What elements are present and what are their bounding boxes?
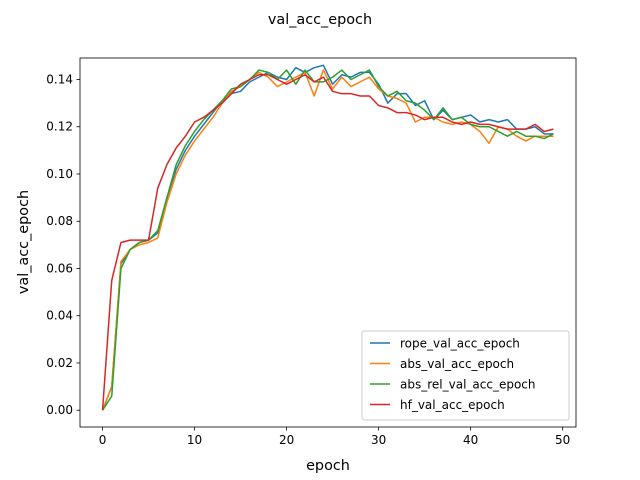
x-tick-label: 30	[371, 433, 386, 447]
series-line-abs_rel_val_acc_epoch	[101, 69, 554, 411]
legend-label: abs_val_acc_epoch	[400, 357, 514, 371]
legend-label: hf_val_acc_epoch	[400, 398, 505, 412]
x-axis-label: epoch	[306, 458, 350, 474]
x-axis-ticks: 0 10 20 30 40 50	[99, 427, 570, 447]
y-tick-label: 0.04	[46, 309, 73, 323]
legend-box	[361, 330, 570, 421]
x-tick-label: 10	[187, 433, 202, 447]
y-tick-label: 0.14	[46, 72, 73, 86]
y-axis-label: val_acc_epoch	[16, 190, 32, 294]
y-tick-label: 0.10	[46, 167, 73, 181]
y-tick-label: 0.02	[46, 356, 73, 370]
legend-label: abs_rel_val_acc_epoch	[400, 378, 536, 392]
legend-label: rope_val_acc_epoch	[400, 337, 520, 351]
series-line-hf_val_acc_epoch	[101, 74, 554, 411]
chart-title: val_acc_epoch	[268, 12, 372, 28]
series-line-rope_val_acc_epoch	[101, 64, 554, 411]
legend: rope_val_acc_epoch abs_val_acc_epoch abs_r…	[361, 330, 570, 421]
x-tick-label: 40	[463, 433, 478, 447]
series-lines	[101, 64, 554, 411]
x-tick-label: 0	[99, 433, 107, 447]
y-tick-label: 0.00	[46, 403, 73, 417]
y-tick-label: 0.12	[46, 120, 73, 134]
x-tick-label: 20	[279, 433, 294, 447]
y-axis-ticks: 0.00 0.02 0.04 0.06 0.08 0.10 0.12 0.14	[46, 72, 80, 417]
y-tick-label: 0.06	[46, 261, 73, 275]
y-tick-label: 0.08	[46, 214, 73, 228]
plot-frame	[79, 57, 577, 428]
x-tick-label: 50	[555, 433, 570, 447]
